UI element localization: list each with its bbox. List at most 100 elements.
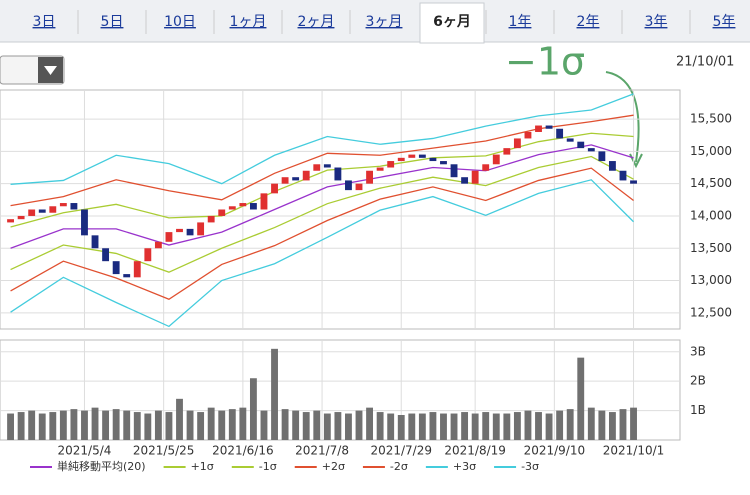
candle <box>17 215 25 220</box>
candle <box>260 193 268 210</box>
volume-bar <box>218 410 226 440</box>
volume-bar <box>176 398 183 440</box>
volume-bar <box>408 413 416 440</box>
tab[interactable]: 3ヶ月 <box>366 14 403 30</box>
tab[interactable]: 5日 <box>101 14 124 30</box>
volume-bar <box>249 378 257 440</box>
candle <box>154 241 162 249</box>
candle <box>376 167 384 171</box>
candle <box>619 170 627 181</box>
volume-bar <box>186 410 194 440</box>
candle <box>218 209 226 216</box>
volume-bar <box>334 412 342 440</box>
volume-bar <box>556 410 564 440</box>
volume-bar <box>81 410 88 440</box>
band-line <box>10 167 634 301</box>
candle <box>577 141 585 149</box>
candle <box>165 232 173 242</box>
candle <box>239 203 247 207</box>
volume-tick-label: 2B <box>690 374 706 388</box>
volume-bar <box>323 413 331 440</box>
x-tick-label: 2021/8/19 <box>444 444 506 458</box>
legend-label: -1σ <box>259 460 277 473</box>
volume-bar <box>59 410 67 440</box>
tab[interactable]: 2年 <box>577 14 600 30</box>
volume-bar <box>503 413 511 440</box>
volume-bar <box>440 413 447 440</box>
volume-bar <box>366 407 373 440</box>
volume-tick-label: 3B <box>690 344 706 358</box>
candle <box>144 248 152 262</box>
tab[interactable]: 6ヶ月 <box>433 14 471 30</box>
volume-bar <box>387 413 395 440</box>
band-line <box>10 155 634 273</box>
candle <box>112 261 120 275</box>
annotation: −1σ <box>505 40 585 84</box>
tab[interactable]: 1年 <box>509 14 532 30</box>
candle <box>186 228 194 236</box>
volume-bar <box>207 407 215 440</box>
candle <box>176 228 183 233</box>
candle <box>513 138 521 149</box>
candle <box>302 170 310 181</box>
volume-bar <box>197 412 205 440</box>
tab[interactable]: 2ヶ月 <box>298 14 335 30</box>
band-line <box>10 144 634 249</box>
volume-bar <box>429 412 437 440</box>
volume-bar <box>239 407 247 440</box>
x-tick-label: 2021/7/8 <box>295 444 349 458</box>
legend-label: -2σ <box>390 460 408 473</box>
volume-bar <box>228 409 236 440</box>
tab[interactable]: 3年 <box>645 14 668 30</box>
y-tick-label: 15,500 <box>690 112 732 126</box>
volume-tick-label: 1B <box>690 403 706 417</box>
date: 21/10/01 <box>676 55 734 70</box>
volume-bar <box>28 410 36 440</box>
candle <box>249 203 257 210</box>
volume-bar <box>144 413 152 440</box>
candle <box>313 164 321 171</box>
tab[interactable]: 5年 <box>713 14 736 30</box>
volume-bar <box>165 412 173 440</box>
candle <box>70 203 78 210</box>
tab[interactable]: 1ヶ月 <box>230 14 267 30</box>
volume-bar <box>566 409 574 440</box>
candle <box>59 203 67 207</box>
candle <box>429 157 437 162</box>
candle <box>608 161 616 171</box>
x-tick-label: 2021/5/4 <box>58 444 112 458</box>
volume-bar <box>38 413 46 440</box>
candle <box>450 164 458 178</box>
candle <box>292 177 300 181</box>
tab-bar <box>0 0 750 42</box>
y-tick-label: 15,000 <box>690 144 732 158</box>
legend-label: -3σ <box>521 460 539 473</box>
volume-bar <box>461 412 469 440</box>
candle <box>49 206 57 213</box>
band-line <box>10 179 634 328</box>
candle <box>323 164 331 168</box>
legend-label: +3σ <box>453 460 476 473</box>
candle <box>197 222 205 236</box>
candle <box>408 154 416 158</box>
candle <box>355 183 363 191</box>
y-tick-label: 13,500 <box>690 241 732 255</box>
candle <box>535 125 542 132</box>
tab[interactable]: 10日 <box>164 14 196 30</box>
annotation-arrow <box>605 71 640 163</box>
band-line <box>10 132 634 228</box>
volume-bar <box>7 413 14 440</box>
volume-bar <box>154 410 162 440</box>
y-tick-label: 14,500 <box>690 176 732 190</box>
candle <box>102 248 110 262</box>
volume-bar <box>313 410 321 440</box>
tab[interactable]: 3日 <box>33 14 56 30</box>
candle <box>598 151 606 162</box>
candle <box>587 148 595 152</box>
volume-bar <box>112 409 120 440</box>
x-tick-label: 2021/5/25 <box>133 444 195 458</box>
volume-bar <box>281 409 289 440</box>
candle <box>492 154 500 165</box>
candle <box>440 161 447 165</box>
